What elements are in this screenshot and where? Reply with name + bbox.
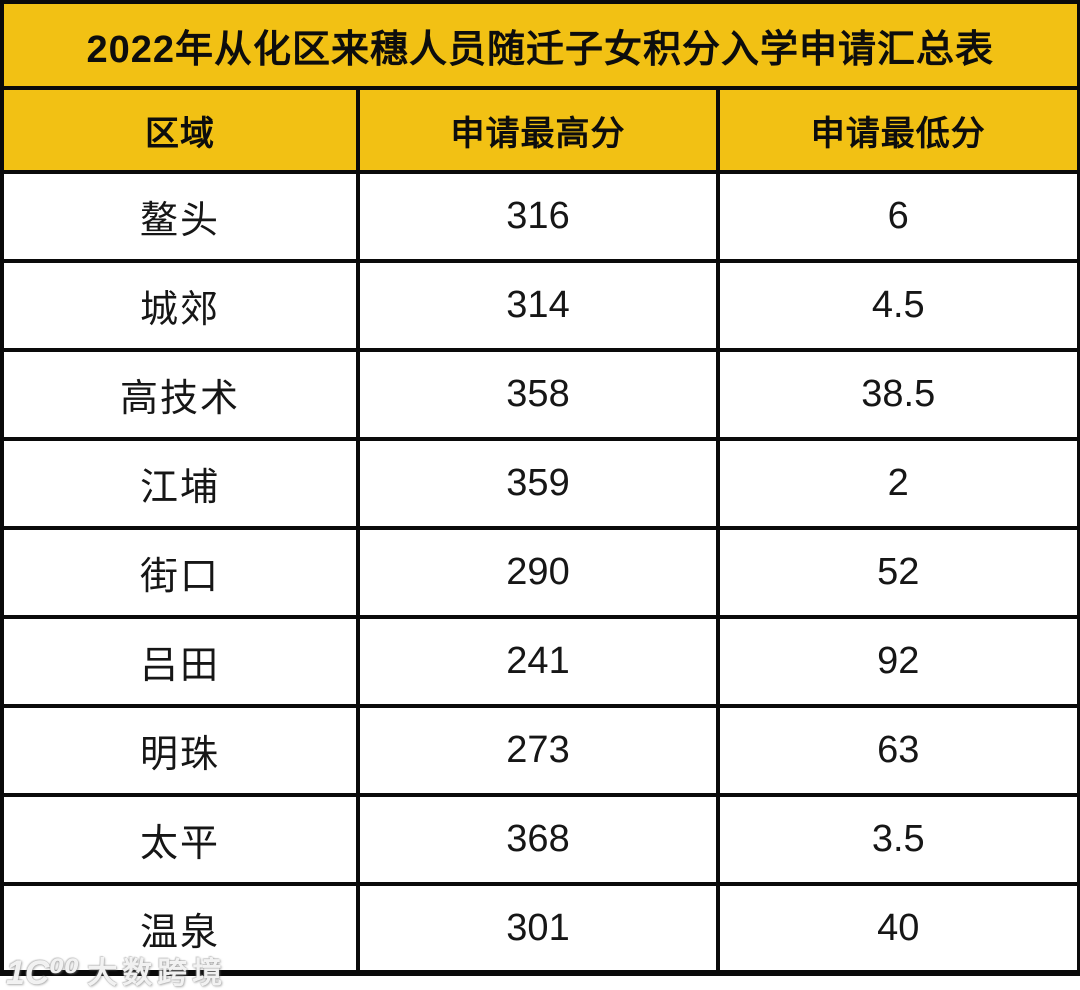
region-cell: 街口: [0, 526, 360, 619]
min-score-cell: 52: [716, 526, 1080, 619]
max-score-cell: 368: [356, 793, 720, 886]
region-cell: 城郊: [0, 259, 360, 352]
min-score-cell: 2: [716, 437, 1080, 530]
min-score-cell: 4.5: [716, 259, 1080, 352]
table-row: 街口 290 52: [0, 526, 1080, 619]
table-title: 2022年从化区来穗人员随迁子女积分入学申请汇总表: [0, 0, 1080, 90]
column-header-region: 区域: [0, 86, 360, 174]
region-cell: 江埔: [0, 437, 360, 530]
table-row: 鳌头 316 6: [0, 170, 1080, 263]
table-row: 明珠 273 63: [0, 704, 1080, 797]
min-score-cell: 92: [716, 615, 1080, 708]
region-cell: 温泉: [0, 882, 360, 975]
table-body: 鳌头 316 6 城郊 314 4.5 高技术 358 38.5 江埔 359 2 街口 290 52 吕田 2…: [0, 170, 1080, 975]
min-score-cell: 3.5: [716, 793, 1080, 886]
table-row: 高技术 358 38.5: [0, 348, 1080, 441]
region-cell: 明珠: [0, 704, 360, 797]
min-score-cell: 63: [716, 704, 1080, 797]
region-cell: 高技术: [0, 348, 360, 441]
column-header-min-score: 申请最低分: [716, 86, 1080, 174]
max-score-cell: 358: [356, 348, 720, 441]
table-row: 温泉 301 40: [0, 882, 1080, 975]
region-cell: 鳌头: [0, 170, 360, 263]
table-row: 江埔 359 2: [0, 437, 1080, 530]
max-score-cell: 314: [356, 259, 720, 352]
max-score-cell: 241: [356, 615, 720, 708]
max-score-cell: 290: [356, 526, 720, 619]
title-row: 2022年从化区来穗人员随迁子女积分入学申请汇总表: [0, 0, 1080, 90]
table-row: 城郊 314 4.5: [0, 259, 1080, 352]
max-score-cell: 301: [356, 882, 720, 975]
header-row: 区域 申请最高分 申请最低分: [0, 86, 1080, 174]
min-score-cell: 6: [716, 170, 1080, 263]
table-row: 吕田 241 92: [0, 615, 1080, 708]
region-cell: 吕田: [0, 615, 360, 708]
min-score-cell: 40: [716, 882, 1080, 975]
max-score-cell: 316: [356, 170, 720, 263]
region-cell: 太平: [0, 793, 360, 886]
table-row: 太平 368 3.5: [0, 793, 1080, 886]
max-score-cell: 359: [356, 437, 720, 530]
column-header-max-score: 申请最高分: [356, 86, 720, 174]
max-score-cell: 273: [356, 704, 720, 797]
min-score-cell: 38.5: [716, 348, 1080, 441]
